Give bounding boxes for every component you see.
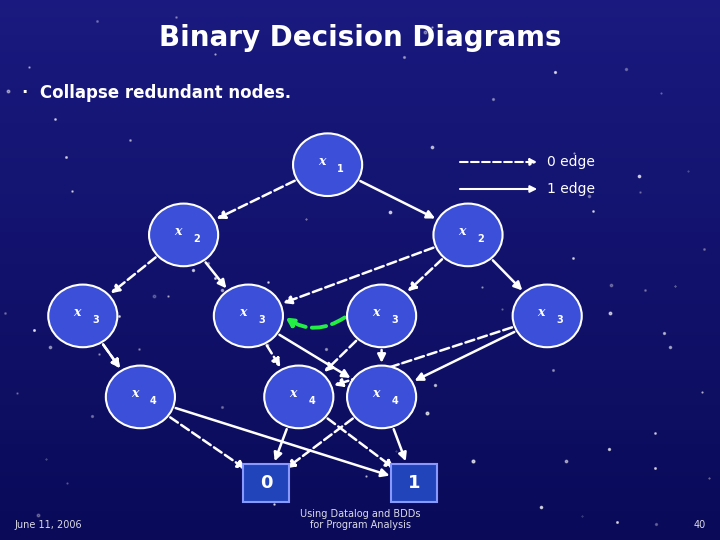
- Text: ·  Collapse redundant nodes.: · Collapse redundant nodes.: [22, 84, 291, 102]
- Text: 1 edge: 1 edge: [547, 182, 595, 196]
- Text: 4: 4: [308, 396, 315, 406]
- Ellipse shape: [264, 366, 333, 428]
- Text: 3: 3: [557, 315, 564, 325]
- Text: 2: 2: [477, 234, 485, 244]
- Text: x: x: [73, 306, 81, 319]
- Text: x: x: [538, 306, 545, 319]
- Text: 1: 1: [408, 474, 420, 492]
- Text: x: x: [318, 155, 325, 168]
- Text: 40: 40: [693, 520, 706, 530]
- Text: 0 edge: 0 edge: [547, 155, 595, 169]
- Ellipse shape: [214, 285, 283, 347]
- Text: x: x: [459, 225, 466, 238]
- Ellipse shape: [149, 204, 218, 266]
- Text: x: x: [131, 387, 138, 400]
- Text: Using Datalog and BDDs
for Program Analysis: Using Datalog and BDDs for Program Analy…: [300, 509, 420, 530]
- Ellipse shape: [293, 133, 362, 196]
- Ellipse shape: [48, 285, 117, 347]
- Text: 3: 3: [391, 315, 398, 325]
- Ellipse shape: [106, 366, 175, 428]
- FancyBboxPatch shape: [243, 464, 289, 502]
- FancyBboxPatch shape: [391, 464, 437, 502]
- Ellipse shape: [347, 285, 416, 347]
- Text: x: x: [289, 387, 297, 400]
- Text: 4: 4: [391, 396, 398, 406]
- Text: x: x: [239, 306, 246, 319]
- Text: 4: 4: [150, 396, 157, 406]
- Text: x: x: [372, 387, 379, 400]
- Text: Binary Decision Diagrams: Binary Decision Diagrams: [158, 24, 562, 52]
- Text: x: x: [174, 225, 181, 238]
- Text: June 11, 2006: June 11, 2006: [14, 520, 82, 530]
- Text: 0: 0: [260, 474, 273, 492]
- Ellipse shape: [433, 204, 503, 266]
- Text: x: x: [372, 306, 379, 319]
- Text: 2: 2: [193, 234, 200, 244]
- Ellipse shape: [347, 366, 416, 428]
- Text: 1: 1: [337, 164, 344, 174]
- Text: 3: 3: [92, 315, 99, 325]
- Text: 3: 3: [258, 315, 265, 325]
- Ellipse shape: [513, 285, 582, 347]
